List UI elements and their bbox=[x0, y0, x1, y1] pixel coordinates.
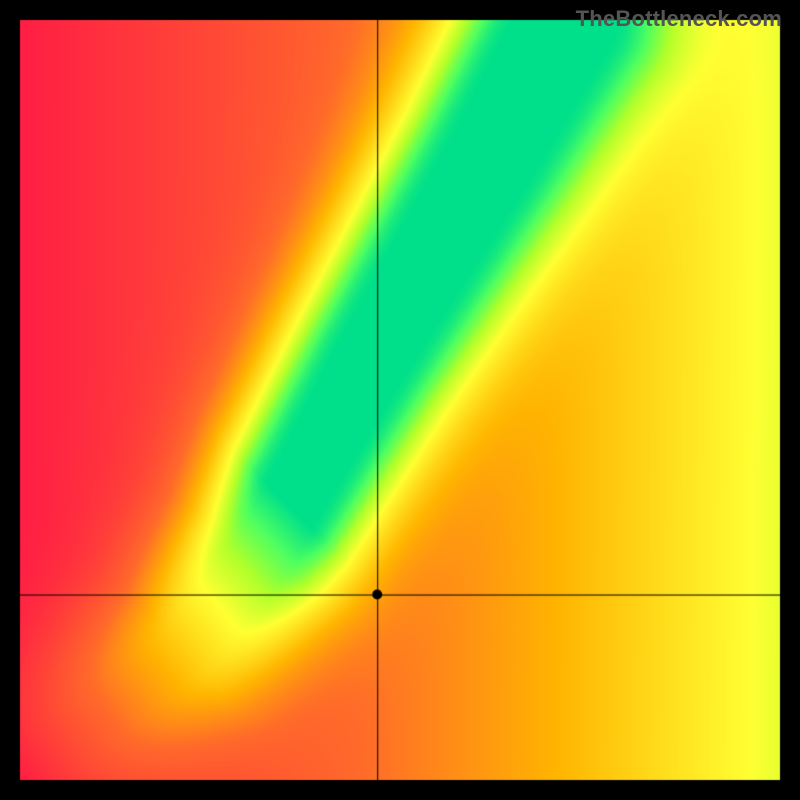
heatmap-canvas bbox=[0, 0, 800, 800]
watermark-label: TheBottleneck.com bbox=[576, 6, 782, 32]
chart-container: TheBottleneck.com bbox=[0, 0, 800, 800]
